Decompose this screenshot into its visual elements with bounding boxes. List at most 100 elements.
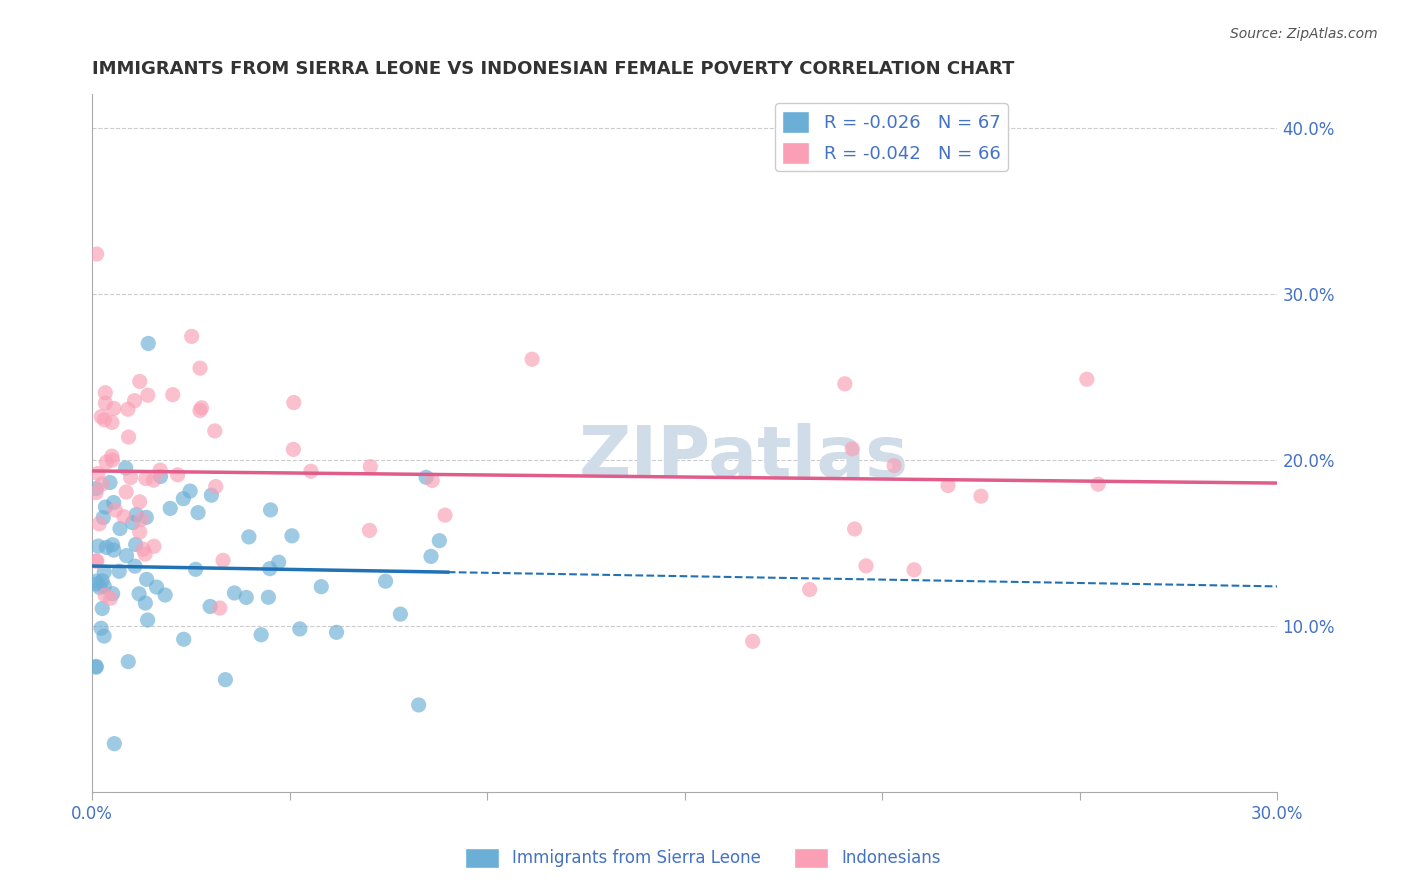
Immigrants from Sierra Leone <box>125 537 148 551</box>
Immigrants from Sierra Leone <box>259 503 281 517</box>
Indonesians <box>115 485 138 500</box>
Immigrants from Sierra Leone <box>179 484 201 499</box>
Indonesians <box>162 387 184 401</box>
Legend: R = -0.026   N = 67, R = -0.042   N = 66: R = -0.026 N = 67, R = -0.042 N = 66 <box>775 103 1008 171</box>
Indonesians <box>299 464 322 478</box>
Text: ZIPatlas: ZIPatlas <box>579 423 910 491</box>
Indonesians <box>359 459 381 474</box>
Immigrants from Sierra Leone <box>108 522 131 536</box>
Indonesians <box>84 485 107 500</box>
Indonesians <box>94 588 117 602</box>
Immigrants from Sierra Leone <box>159 501 181 516</box>
Indonesians <box>101 453 124 467</box>
Indonesians <box>283 442 305 457</box>
Immigrants from Sierra Leone <box>84 660 107 674</box>
Indonesians <box>93 413 115 427</box>
Indonesians <box>204 479 226 493</box>
Immigrants from Sierra Leone <box>136 336 159 351</box>
Indonesians <box>1076 372 1098 386</box>
Indonesians <box>208 601 231 615</box>
Immigrants from Sierra Leone <box>259 561 281 575</box>
Immigrants from Sierra Leone <box>91 510 114 524</box>
Immigrants from Sierra Leone <box>90 621 112 635</box>
Immigrants from Sierra Leone <box>172 491 194 506</box>
Indonesians <box>188 403 211 417</box>
Indonesians <box>1087 477 1109 491</box>
Indonesians <box>180 329 202 343</box>
Immigrants from Sierra Leone <box>420 549 443 564</box>
Indonesians <box>104 503 127 517</box>
Immigrants from Sierra Leone <box>94 500 117 514</box>
Indonesians <box>120 470 142 484</box>
Text: IMMIGRANTS FROM SIERRA LEONE VS INDONESIAN FEMALE POVERTY CORRELATION CHART: IMMIGRANTS FROM SIERRA LEONE VS INDONESI… <box>93 60 1015 78</box>
Indonesians <box>84 554 107 568</box>
Indonesians <box>420 474 443 488</box>
Indonesians <box>87 467 110 481</box>
Immigrants from Sierra Leone <box>415 470 437 484</box>
Indonesians <box>94 385 117 400</box>
Indonesians <box>359 524 381 538</box>
Immigrants from Sierra Leone <box>136 613 159 627</box>
Indonesians <box>132 542 155 557</box>
Indonesians <box>117 430 139 444</box>
Immigrants from Sierra Leone <box>173 632 195 647</box>
Indonesians <box>434 508 457 523</box>
Indonesians <box>936 478 959 492</box>
Indonesians <box>883 458 905 473</box>
Immigrants from Sierra Leone <box>84 659 107 673</box>
Immigrants from Sierra Leone <box>117 655 139 669</box>
Immigrants from Sierra Leone <box>187 506 209 520</box>
Immigrants from Sierra Leone <box>408 698 430 712</box>
Immigrants from Sierra Leone <box>198 599 221 614</box>
Immigrants from Sierra Leone <box>325 625 347 640</box>
Indonesians <box>100 591 122 606</box>
Indonesians <box>86 247 108 261</box>
Indonesians <box>204 424 226 438</box>
Indonesians <box>117 402 139 417</box>
Immigrants from Sierra Leone <box>101 587 124 601</box>
Indonesians <box>112 509 135 524</box>
Indonesians <box>855 558 877 573</box>
Immigrants from Sierra Leone <box>135 573 157 587</box>
Indonesians <box>91 477 114 491</box>
Immigrants from Sierra Leone <box>134 596 156 610</box>
Immigrants from Sierra Leone <box>93 565 115 579</box>
Immigrants from Sierra Leone <box>108 564 131 578</box>
Immigrants from Sierra Leone <box>184 562 207 576</box>
Immigrants from Sierra Leone <box>250 628 273 642</box>
Immigrants from Sierra Leone <box>84 577 107 591</box>
Indonesians <box>128 375 150 389</box>
Indonesians <box>841 442 863 456</box>
Immigrants from Sierra Leone <box>238 530 260 544</box>
Immigrants from Sierra Leone <box>374 574 396 589</box>
Immigrants from Sierra Leone <box>91 601 114 615</box>
Indonesians <box>149 463 172 477</box>
Immigrants from Sierra Leone <box>281 529 304 543</box>
Indonesians <box>128 495 150 509</box>
Immigrants from Sierra Leone <box>149 469 172 483</box>
Indonesians <box>96 455 118 469</box>
Indonesians <box>903 563 925 577</box>
Immigrants from Sierra Leone <box>145 580 167 594</box>
Immigrants from Sierra Leone <box>101 538 124 552</box>
Indonesians <box>142 539 165 553</box>
Indonesians <box>520 352 543 367</box>
Indonesians <box>136 388 159 402</box>
Indonesians <box>101 449 124 463</box>
Immigrants from Sierra Leone <box>98 475 121 490</box>
Indonesians <box>283 395 305 409</box>
Indonesians <box>101 416 124 430</box>
Immigrants from Sierra Leone <box>311 580 333 594</box>
Immigrants from Sierra Leone <box>103 495 125 509</box>
Indonesians <box>124 393 146 408</box>
Indonesians <box>834 376 856 391</box>
Immigrants from Sierra Leone <box>114 461 136 475</box>
Immigrants from Sierra Leone <box>257 591 280 605</box>
Indonesians <box>741 634 763 648</box>
Immigrants from Sierra Leone <box>288 622 311 636</box>
Immigrants from Sierra Leone <box>121 516 143 530</box>
Indonesians <box>188 361 211 376</box>
Immigrants from Sierra Leone <box>235 591 257 605</box>
Immigrants from Sierra Leone <box>153 588 176 602</box>
Immigrants from Sierra Leone <box>267 555 290 569</box>
